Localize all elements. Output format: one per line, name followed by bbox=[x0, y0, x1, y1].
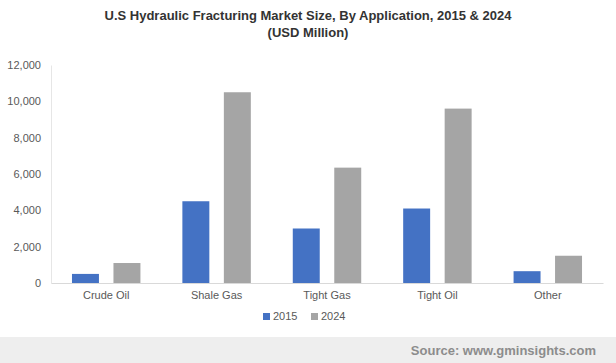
legend-item: 2015 bbox=[263, 310, 297, 322]
bar bbox=[334, 168, 361, 283]
x-tick-label: Other bbox=[534, 289, 562, 301]
bar-series bbox=[113, 92, 582, 283]
x-tick-label: Crude Oil bbox=[83, 289, 129, 301]
y-tick-label: 12,000 bbox=[7, 59, 41, 71]
x-axis: Crude Oil Shale Gas Tight Gas Tight Oil Othe… bbox=[52, 283, 604, 301]
bar bbox=[293, 229, 320, 284]
y-tick: 4,000 bbox=[13, 204, 51, 216]
legend-swatch bbox=[263, 313, 270, 320]
subtitle: (USD Million) bbox=[268, 25, 349, 40]
bar bbox=[555, 256, 582, 283]
bar bbox=[403, 209, 430, 283]
chart: U.S Hydraulic Fracturing Market Size, By… bbox=[0, 0, 616, 363]
legend: 2015 2024 bbox=[263, 310, 345, 322]
legend-item: 2024 bbox=[311, 310, 345, 322]
source-note: Source: www.gminsights.com bbox=[411, 343, 596, 358]
x-tick: Other bbox=[534, 283, 562, 301]
y-tick-label: 0 bbox=[35, 277, 41, 289]
bar bbox=[182, 201, 209, 283]
bar bbox=[72, 274, 99, 283]
y-tick: 6,000 bbox=[13, 168, 51, 180]
x-tick-label: Shale Gas bbox=[191, 289, 243, 301]
source-band bbox=[0, 337, 616, 363]
y-axis-line bbox=[51, 66, 52, 284]
x-tick: Tight Oil bbox=[417, 283, 458, 301]
bar bbox=[445, 109, 472, 283]
x-tick: Tight Gas bbox=[303, 283, 351, 301]
title: U.S Hydraulic Fracturing Market Size, By… bbox=[105, 8, 513, 23]
x-axis-line bbox=[52, 283, 604, 284]
bar bbox=[224, 92, 251, 283]
y-tick: 8,000 bbox=[13, 132, 51, 144]
y-tick: 0 bbox=[35, 277, 51, 289]
legend-swatch bbox=[311, 313, 318, 320]
y-tick-label: 10,000 bbox=[7, 95, 41, 107]
x-tick: Shale Gas bbox=[191, 283, 243, 301]
y-tick: 10,000 bbox=[7, 95, 51, 107]
legend-label: 2024 bbox=[321, 310, 345, 322]
x-tick-label: Tight Oil bbox=[417, 289, 458, 301]
y-tick: 2,000 bbox=[13, 241, 51, 253]
y-tick: 12,000 bbox=[7, 59, 51, 71]
y-axis: 0 2,000 4,000 6,000 8,000 10,000 12,000 bbox=[7, 59, 51, 289]
x-tick-label: Tight Gas bbox=[303, 289, 351, 301]
y-tick-label: 4,000 bbox=[13, 204, 41, 216]
bar bbox=[514, 271, 541, 283]
x-tick: Crude Oil bbox=[83, 283, 129, 301]
legend-label: 2015 bbox=[273, 310, 297, 322]
bars bbox=[72, 92, 582, 283]
y-tick-label: 6,000 bbox=[13, 168, 41, 180]
y-tick-label: 8,000 bbox=[13, 132, 41, 144]
y-tick-label: 2,000 bbox=[13, 241, 41, 253]
bar bbox=[113, 263, 140, 283]
